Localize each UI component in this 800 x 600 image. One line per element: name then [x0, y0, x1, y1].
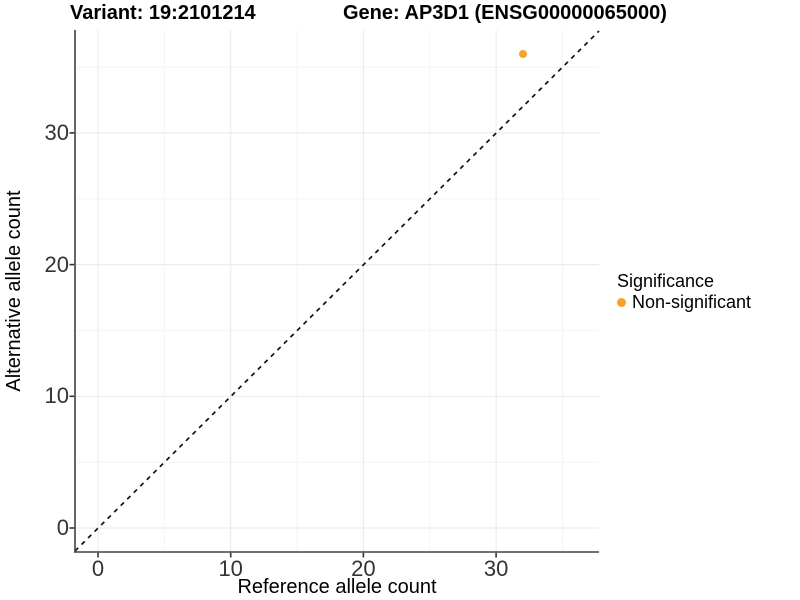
x-axis-title: Reference allele count — [237, 576, 437, 598]
x-tick-label-10: 10 — [218, 556, 243, 581]
plot-title-gene: Gene: AP3D1 (ENSG00000065000) — [343, 2, 667, 24]
y-tick-label-30: 30 — [44, 119, 69, 145]
x-tick-label-20: 20 — [351, 556, 376, 581]
major-gridlines-vertical — [97, 30, 497, 552]
minor-gridlines-vertical — [163, 30, 563, 552]
legend-entry: Non-significant — [617, 291, 751, 313]
legend-entry-label: Non-significant — [632, 291, 752, 312]
minor-gridlines-horizontal — [75, 66, 599, 463]
legend-dot-icon — [617, 297, 626, 307]
x-tick-marks — [97, 552, 497, 558]
y-tick-label-0: 0 — [56, 515, 69, 540]
major-gridlines-horizontal — [75, 132, 599, 529]
plot-title-variant: Variant: 19:2101214 — [70, 2, 256, 24]
y-axis-title: Alternative allele count — [3, 190, 25, 392]
x-tick-label-0: 0 — [91, 556, 105, 581]
y-tick-label-10: 10 — [44, 383, 69, 409]
x-tick-label-30: 30 — [483, 556, 509, 581]
y-tick-marks — [69, 132, 75, 529]
data-point — [518, 49, 527, 58]
y-tick-label-20: 20 — [44, 251, 69, 277]
identity-reference-line — [74, 30, 600, 552]
legend-title: Significance — [617, 271, 715, 291]
